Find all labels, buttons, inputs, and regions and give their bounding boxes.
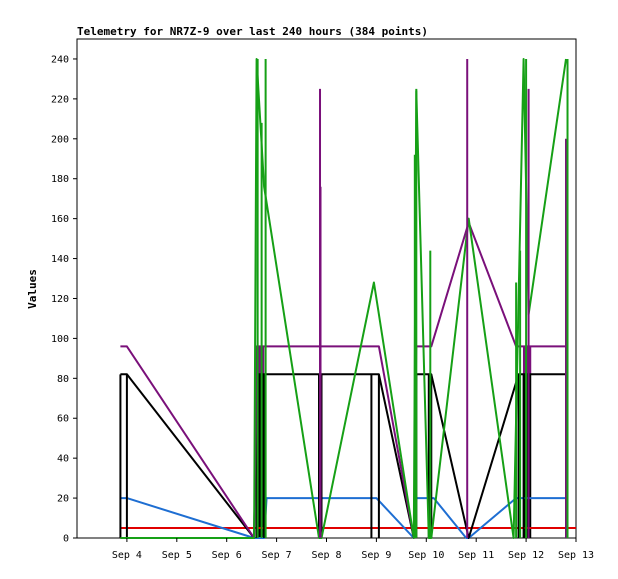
series-line-3 [120, 221, 566, 539]
y-tick-label: 220 [51, 94, 69, 105]
plot-layer [119, 58, 576, 539]
x-tick-label: Sep 7 [262, 550, 292, 561]
y-tick-label: 140 [51, 254, 69, 265]
chart-title: Telemetry for NR7Z-9 over last 240 hours… [77, 25, 428, 38]
y-tick-label: 20 [57, 494, 69, 505]
x-tick-label: Sep 4 [112, 550, 142, 561]
y-tick-label: 80 [57, 374, 69, 385]
y-tick-label: 60 [57, 414, 69, 425]
x-tick-label: Sep 13 [558, 550, 594, 561]
x-tick-label: Sep 11 [458, 550, 494, 561]
y-tick-label: 40 [57, 454, 69, 465]
x-tick-label: Sep 6 [212, 550, 242, 561]
x-tick-label: Sep 8 [311, 550, 341, 561]
x-tick-label: Sep 12 [508, 550, 544, 561]
x-tick-label: Sep 5 [162, 550, 192, 561]
y-tick-label: 160 [51, 214, 69, 225]
y-tick-label: 180 [51, 174, 69, 185]
y-axis-label: Values [26, 269, 39, 309]
axis-layer: 0 20 40 60 80 100 120 140 160 180 200 220 240 Sep 4 Se… [51, 54, 594, 561]
y-tick-label: 120 [51, 294, 69, 305]
x-tick-label: Sep 10 [408, 550, 444, 561]
y-tick-label: 240 [51, 54, 69, 65]
series-line-4 [120, 58, 567, 539]
plot-area [76, 38, 577, 539]
y-tick-label: 200 [51, 134, 69, 145]
y-tick-label: 0 [63, 534, 69, 545]
series-line-1 [120, 497, 566, 539]
x-tick-label: Sep 9 [361, 550, 391, 561]
y-tick-label: 100 [51, 334, 69, 345]
